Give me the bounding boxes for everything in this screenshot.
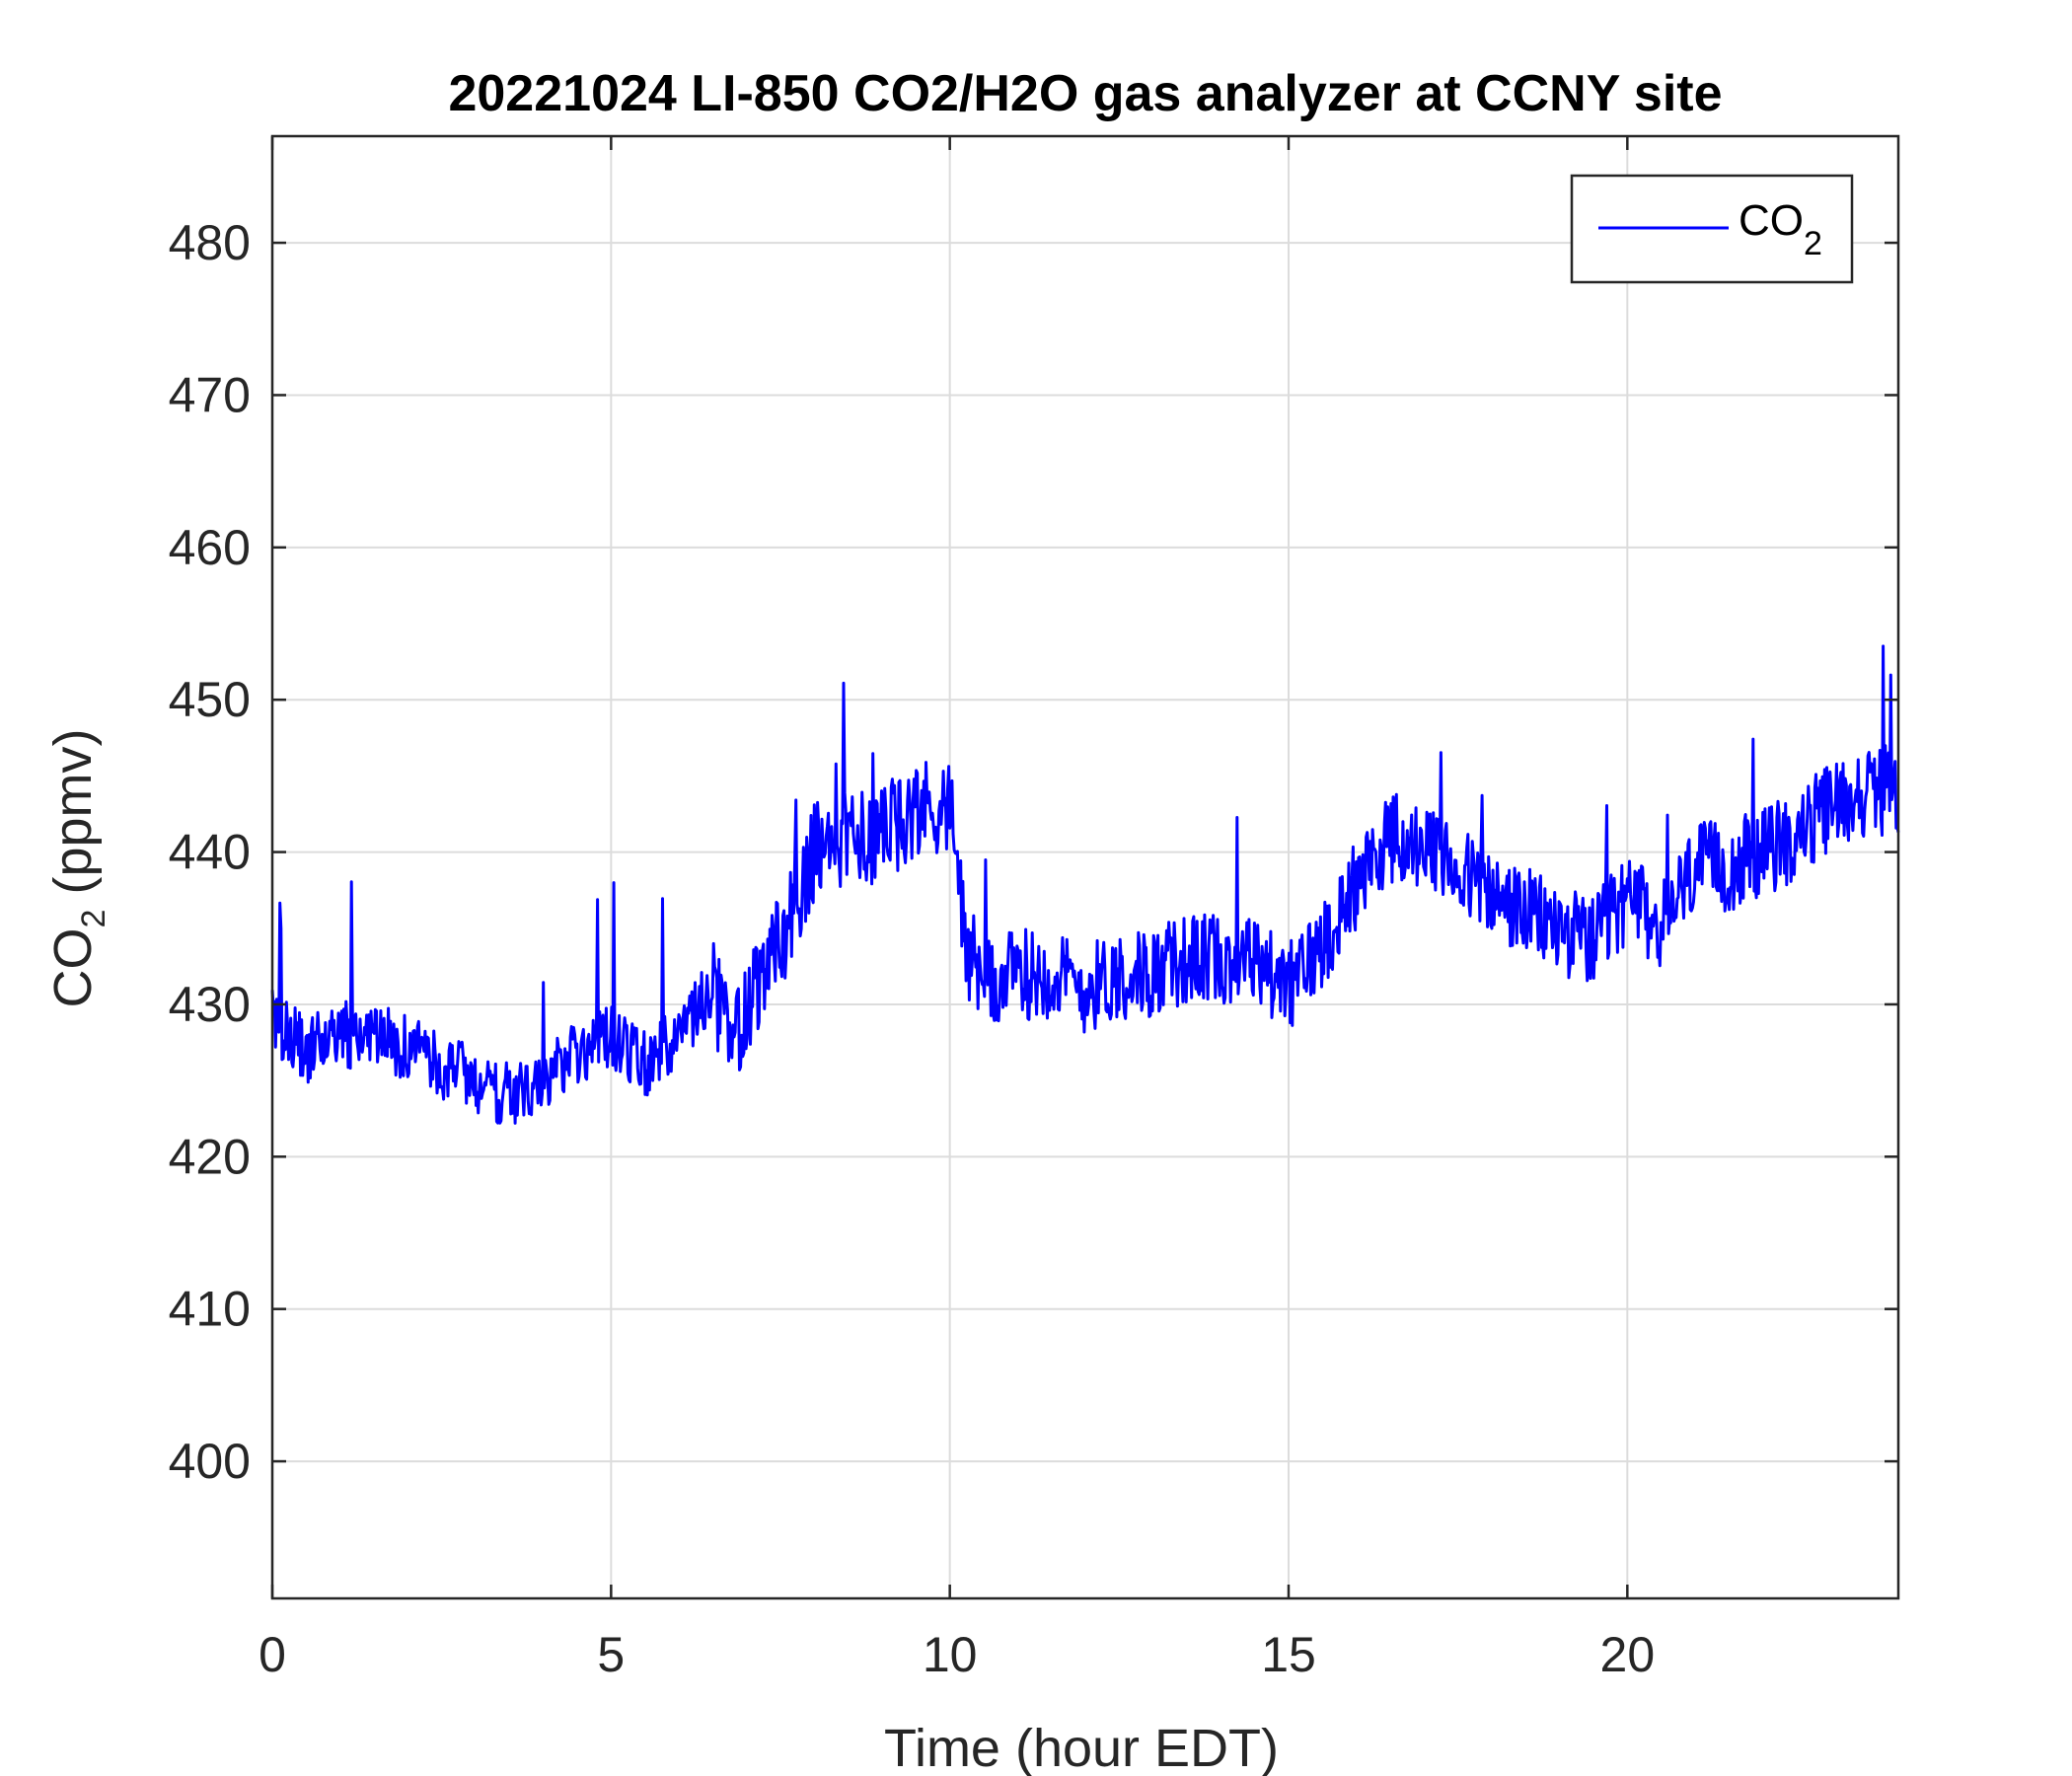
x-tick-label: 20 xyxy=(1600,1627,1656,1682)
legend-label-base: CO xyxy=(1739,196,1804,245)
y-tick-label: 420 xyxy=(169,1129,251,1184)
x-tick-label: 5 xyxy=(597,1627,625,1682)
y-tick-label: 430 xyxy=(169,977,251,1032)
x-tick-label: 10 xyxy=(923,1627,978,1682)
y-tick-label: 440 xyxy=(169,825,251,880)
x-tick-label: 0 xyxy=(259,1627,286,1682)
y-tick-label: 460 xyxy=(169,520,251,575)
y-tick-label: 470 xyxy=(169,367,251,422)
legend-label-sub: 2 xyxy=(1804,225,1822,262)
y-axis-label-rest: (ppmv) xyxy=(43,729,103,910)
y-axis-label-base: CO xyxy=(43,927,103,1007)
tick-labels: 0 5 10 15 20 400 410 420 430 440 450 460 470 480 xyxy=(169,215,1656,1682)
y-tick-label: 410 xyxy=(169,1282,251,1337)
y-axis-label: CO2 (ppmv) xyxy=(43,729,112,1008)
x-tick-label: 15 xyxy=(1261,1627,1316,1682)
y-tick-label: 450 xyxy=(169,672,251,727)
plot-frame xyxy=(270,134,1900,1600)
legend-label-co2: CO2 xyxy=(1739,196,1822,262)
y-axis-label-sub: 2 xyxy=(75,910,112,928)
chart-title: 20221024 LI-850 CO2/H2O gas analyzer at … xyxy=(448,65,1722,122)
legend: CO2 xyxy=(1570,174,1854,284)
axis-ticks xyxy=(270,136,1898,1598)
y-tick-label: 400 xyxy=(169,1434,251,1489)
x-axis-label: Time (hour EDT) xyxy=(884,1719,1279,1776)
series-line-co2 xyxy=(270,644,1900,1125)
y-tick-label: 480 xyxy=(169,215,251,270)
